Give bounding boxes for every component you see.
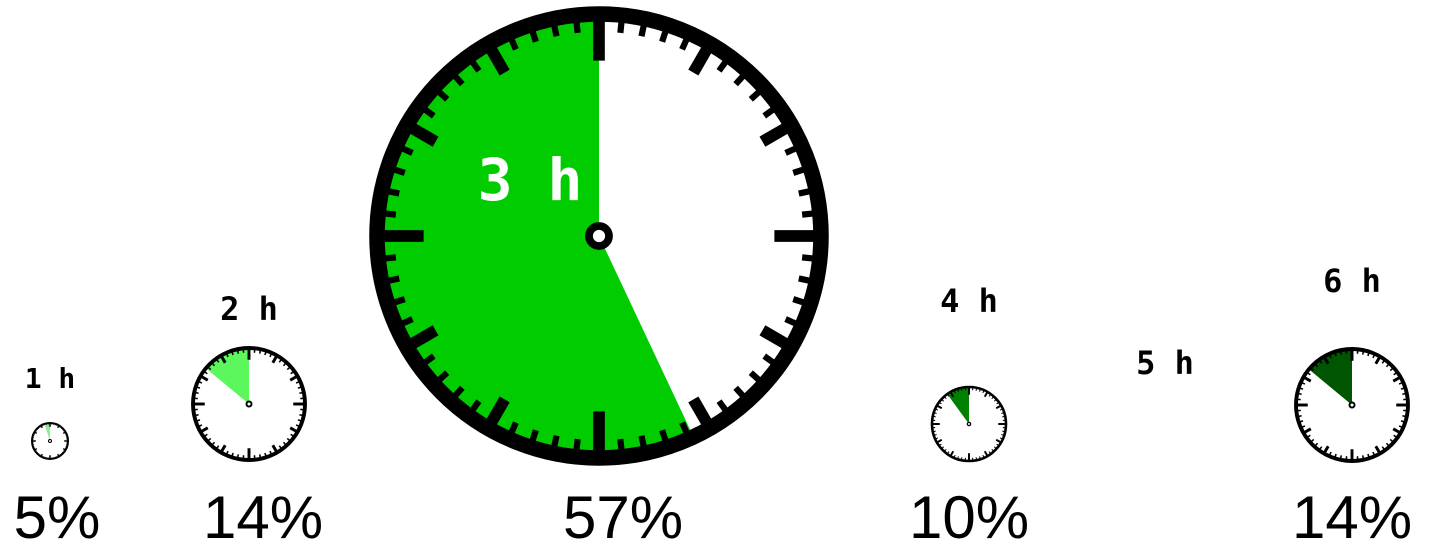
percent-label: 14% (1292, 484, 1412, 544)
clock-rim (369, 6, 829, 466)
hour-label: 6 h (1323, 262, 1381, 300)
clock-gauge-2: 2 h 14% (191, 290, 323, 544)
clock-gauge-4: 4 h 10% (909, 282, 1029, 544)
percent-label: 57% (563, 484, 683, 544)
slice-6 (1308, 349, 1352, 405)
slice-1 (44, 423, 50, 441)
hour-label: 3 h (478, 146, 583, 214)
center-pin (966, 421, 972, 427)
center-pin (245, 400, 253, 408)
hour-label: 2 h (220, 290, 278, 328)
clock-rim (930, 385, 1008, 463)
slice-2 (205, 348, 249, 404)
clock-gauge-5: 5 h (1136, 344, 1194, 382)
clock-rim (31, 422, 69, 460)
hour-label: 5 h (1136, 344, 1194, 382)
slice-3 (377, 14, 694, 458)
hour-label: 1 h (25, 362, 76, 395)
center-pin (1348, 401, 1356, 409)
center-pin (585, 222, 613, 250)
percent-label: 10% (909, 484, 1029, 544)
percent-label: 14% (203, 484, 323, 544)
clock-rim (191, 346, 307, 462)
center-pin (48, 439, 52, 443)
percent-label: 5% (14, 484, 101, 544)
clock-gauge-3: 3 h 57% (369, 6, 829, 544)
clock-gauge-1: 1 h 5% (14, 362, 101, 544)
clock-rim (1294, 347, 1410, 463)
hour-label: 4 h (940, 282, 998, 320)
clock-gauge-6: 6 h 14% (1292, 262, 1412, 544)
